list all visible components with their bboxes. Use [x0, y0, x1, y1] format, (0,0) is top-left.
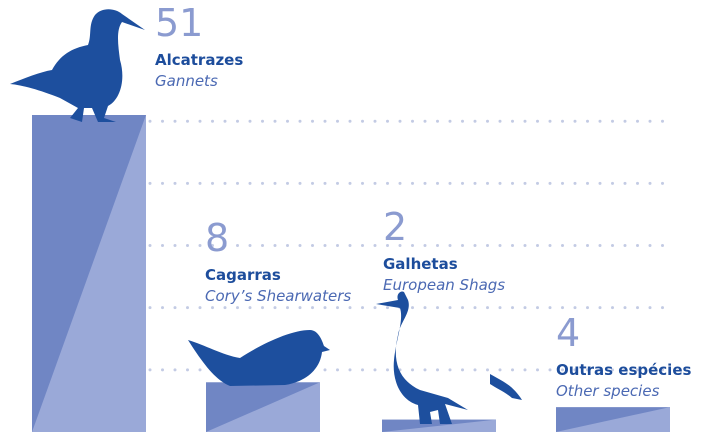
- category-label: Cagarras: [205, 266, 281, 284]
- value-label: 4: [556, 311, 580, 355]
- bird-icon: [490, 374, 522, 400]
- chart: 51 Alcatrazes Gannets 8 Cagarras Cory’s Shear…: [0, 0, 704, 435]
- value-label: 2: [383, 205, 407, 249]
- value-label: 8: [205, 216, 229, 260]
- shag-icon: [376, 292, 468, 424]
- category-label: Galhetas: [383, 255, 458, 273]
- category-subtitle: European Shags: [383, 276, 505, 294]
- category-subtitle: Cory’s Shearwaters: [205, 287, 351, 305]
- category-subtitle: Other species: [556, 382, 660, 400]
- labels: 51 Alcatrazes Gannets 8 Cagarras Cory’s Shear…: [155, 1, 691, 400]
- category-label: Outras espécies: [556, 361, 691, 379]
- category-subtitle: Gannets: [155, 72, 218, 90]
- category-label: Alcatrazes: [155, 51, 243, 69]
- value-label: 51: [155, 1, 203, 45]
- shearwater-icon: [188, 330, 330, 386]
- gannet-icon: [10, 9, 145, 122]
